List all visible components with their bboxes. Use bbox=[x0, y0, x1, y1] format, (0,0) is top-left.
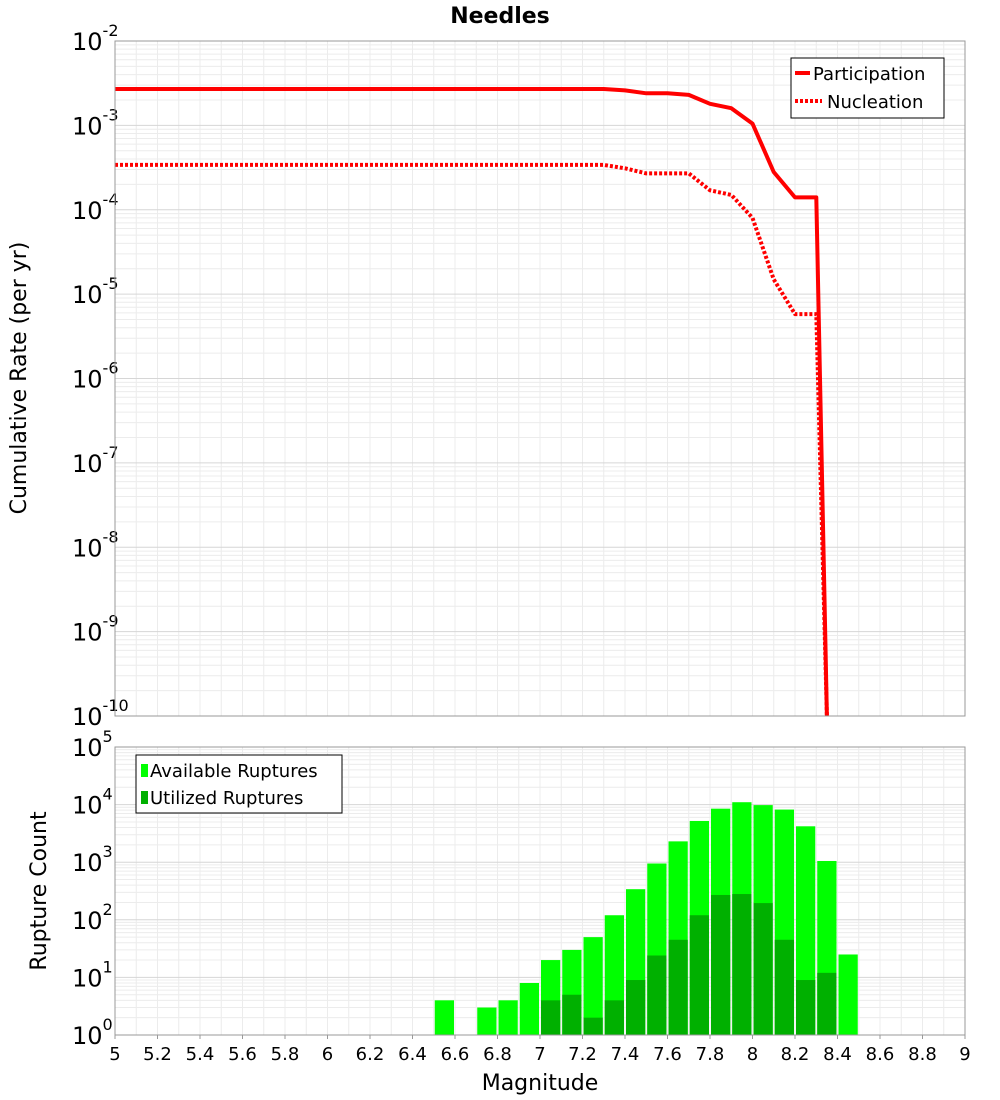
utilized-ruptures-bar bbox=[668, 939, 688, 1035]
rupture-legend: Available Ruptures Utilized Ruptures bbox=[135, 754, 343, 814]
rate-legend-box bbox=[790, 57, 945, 119]
participation-legend-label: Participation bbox=[813, 64, 925, 85]
x-tick-label: 7.2 bbox=[568, 1044, 597, 1065]
utilized-ruptures-bar bbox=[626, 980, 646, 1035]
x-tick-label: 5.6 bbox=[228, 1044, 257, 1065]
rupture-y-tick-exponent: 5 bbox=[103, 727, 113, 746]
rate-y-tick-label: 10-5 bbox=[72, 274, 119, 309]
rate-y-tick-label: 10-8 bbox=[72, 527, 119, 562]
available-ruptures-bar bbox=[498, 1000, 518, 1035]
rate-y-tick-exponent: -4 bbox=[103, 190, 119, 209]
rupture-bars bbox=[434, 802, 858, 1035]
x-tick-label: 5.8 bbox=[271, 1044, 300, 1065]
x-tick-label: 6 bbox=[322, 1044, 333, 1065]
rate-y-tick-label: 10-3 bbox=[72, 105, 119, 140]
rupture-y-tick-exponent: 1 bbox=[103, 957, 113, 976]
x-tick-label: 6.2 bbox=[356, 1044, 385, 1065]
rate-y-tick-exponent: -2 bbox=[103, 21, 119, 40]
rupture-y-tick-label: 102 bbox=[72, 900, 113, 935]
rate-y-tick-label: 10-9 bbox=[72, 612, 119, 647]
utilized-ruptures-bar bbox=[732, 894, 752, 1035]
utilized-ruptures-bar bbox=[689, 915, 709, 1035]
utilized-ruptures-bar bbox=[774, 939, 794, 1035]
rate-y-tick-exponent: -6 bbox=[103, 359, 119, 378]
rupture-plot-frame bbox=[114, 746, 966, 1036]
rate-legend: Participation Nucleation bbox=[790, 57, 945, 119]
utilized-ruptures-bar bbox=[562, 994, 582, 1035]
rupture-y-tick-exponent: 2 bbox=[103, 900, 113, 919]
rupture-legend-box bbox=[135, 754, 343, 814]
rate-y-tick-exponent: -8 bbox=[103, 527, 119, 546]
rate-y-tick-exponent: -3 bbox=[103, 105, 119, 124]
rate-y-axis-title: Cumulative Rate (per yr) bbox=[7, 242, 32, 515]
x-tick-label: 7.8 bbox=[696, 1044, 725, 1065]
nucleation-legend-label: Nucleation bbox=[827, 92, 923, 113]
rate-y-tick-exponent: -5 bbox=[103, 274, 119, 293]
rate-y-tick-exponent: -7 bbox=[103, 443, 119, 462]
rate-y-tick-exponent: -10 bbox=[103, 696, 129, 715]
x-tick-label: 8 bbox=[747, 1044, 758, 1065]
rupture-y-tick-label: 105 bbox=[72, 727, 113, 762]
available-ruptures-bar bbox=[519, 982, 539, 1035]
x-tick-label: 7.6 bbox=[653, 1044, 682, 1065]
rate-y-tick-label: 10-4 bbox=[72, 190, 119, 225]
x-tick-label: 6.8 bbox=[483, 1044, 512, 1065]
participation-line bbox=[115, 87, 829, 717]
x-tick-label: 8.2 bbox=[781, 1044, 810, 1065]
rate-y-tick-exponent: -9 bbox=[103, 612, 119, 631]
available-ruptures-bar bbox=[583, 937, 603, 1035]
x-tick-label: 5 bbox=[109, 1044, 120, 1065]
x-tick-label: 7 bbox=[534, 1044, 545, 1065]
rate-plot-frame bbox=[114, 40, 966, 717]
utilized-ruptures-bar bbox=[604, 1000, 624, 1035]
utilized-ruptures-bar bbox=[796, 980, 816, 1035]
utilized-ruptures-bar bbox=[753, 903, 773, 1035]
rate-panel: 10-2 10-3 10-4 10-5 10-6 10-7 10-8 10-9 10-10 Cu… bbox=[7, 21, 966, 731]
rate-series bbox=[115, 87, 829, 717]
rate-y-ticks: 10-2 10-3 10-4 10-5 10-6 10-7 10-8 10-9 10-10 bbox=[72, 21, 129, 731]
rupture-y-tick-exponent: 4 bbox=[103, 785, 113, 804]
utilized-ruptures-bar bbox=[711, 894, 731, 1035]
available-ruptures-bar bbox=[477, 1007, 497, 1035]
utilized-legend-swatch bbox=[141, 791, 148, 804]
x-tick-label: 6.6 bbox=[441, 1044, 470, 1065]
rate-y-tick-label: 10-7 bbox=[72, 443, 119, 478]
available-legend-label: Available Ruptures bbox=[150, 761, 318, 782]
available-ruptures-bar bbox=[434, 1000, 454, 1035]
utilized-ruptures-bar bbox=[541, 1000, 561, 1035]
x-tick-label: 8.6 bbox=[866, 1044, 895, 1065]
rate-y-tick-label: 10-6 bbox=[72, 359, 119, 394]
x-tick-label: 7.4 bbox=[611, 1044, 640, 1065]
rupture-y-axis-title: Rupture Count bbox=[27, 811, 52, 971]
rate-y-tick-label: 10-2 bbox=[72, 21, 119, 56]
chart-title: Needles bbox=[450, 4, 550, 29]
utilized-legend-label: Utilized Ruptures bbox=[150, 788, 303, 809]
x-tick-label: 9 bbox=[959, 1044, 970, 1065]
rupture-y-tick-label: 104 bbox=[72, 785, 113, 820]
available-ruptures-bar bbox=[838, 954, 858, 1035]
utilized-ruptures-bar bbox=[817, 972, 837, 1035]
rupture-y-tick-label: 101 bbox=[72, 957, 113, 992]
utilized-ruptures-bar bbox=[583, 1017, 603, 1035]
x-tick-label: 5.2 bbox=[143, 1044, 172, 1065]
utilized-ruptures-bar bbox=[647, 955, 667, 1035]
x-tick-label: 8.8 bbox=[908, 1044, 937, 1065]
rupture-y-tick-label: 103 bbox=[72, 842, 113, 877]
rate-y-tick-label: 10-10 bbox=[72, 696, 129, 731]
x-axis-title: Magnitude bbox=[482, 1071, 599, 1096]
x-tick-label: 5.4 bbox=[186, 1044, 215, 1065]
rupture-y-tick-exponent: 0 bbox=[103, 1015, 113, 1034]
x-tick-label: 8.4 bbox=[823, 1044, 852, 1065]
x-tick-label: 6.4 bbox=[398, 1044, 427, 1065]
magnitude-x-ticks: 5 5.2 5.4 5.6 5.8 6 6.2 6.4 6.6 6.8 7 7.2 7.4 7.6 7.8 8… bbox=[109, 1035, 971, 1065]
rate-grid bbox=[114, 41, 966, 717]
nucleation-line bbox=[115, 162, 829, 717]
available-legend-swatch bbox=[141, 764, 148, 777]
rupture-y-tick-exponent: 3 bbox=[103, 842, 113, 861]
rupture-y-tick-label: 100 bbox=[72, 1015, 113, 1050]
